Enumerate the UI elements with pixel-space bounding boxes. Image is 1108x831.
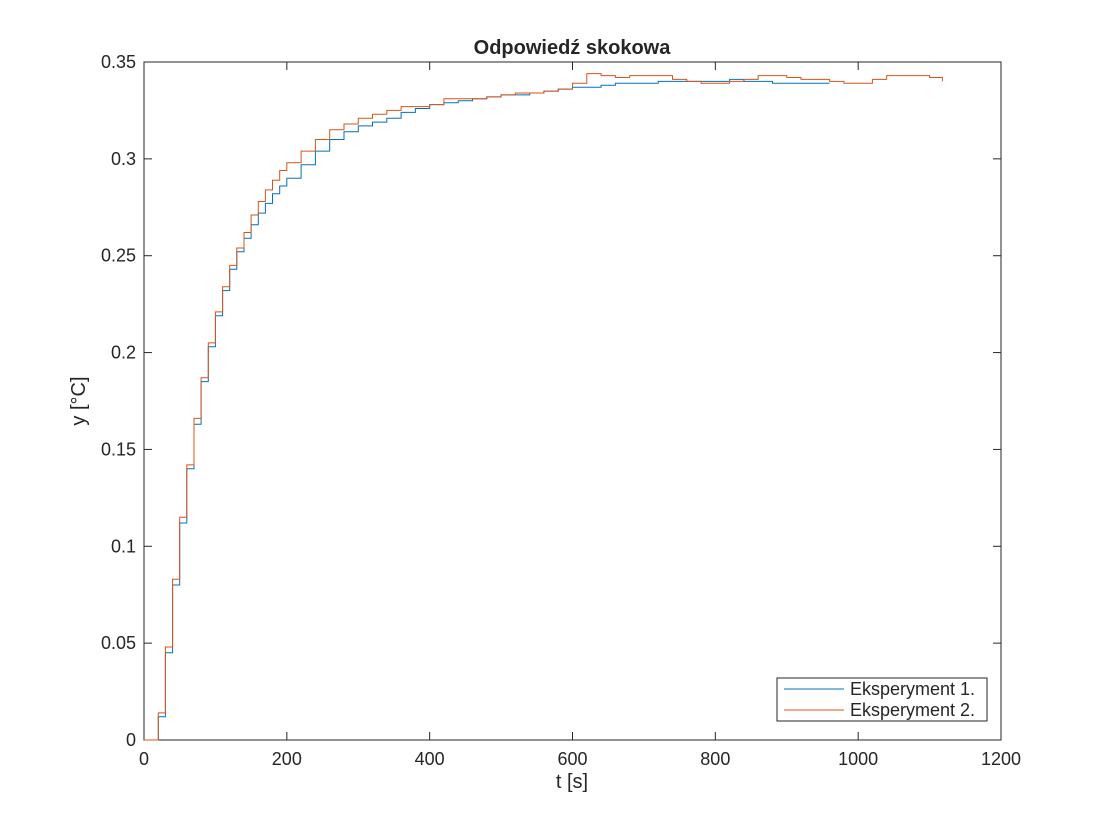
plot-area [143, 61, 1002, 741]
x-tick-label: 1000 [838, 749, 878, 769]
series-layer [144, 73, 943, 741]
y-tick-label: 0.3 [111, 149, 136, 169]
x-axis-label: t [s] [556, 771, 588, 793]
x-tick-label: 400 [415, 749, 445, 769]
y-tick-label: 0.2 [111, 343, 136, 363]
legend: Eksperyment 1. Eksperyment 2. [776, 677, 988, 722]
legend-label-series-1: Eksperyment 1. [850, 679, 975, 699]
x-tick-label: 800 [700, 749, 730, 769]
x-tick-label: 600 [557, 749, 587, 769]
legend-box [776, 677, 988, 722]
chart-title: Odpowiedź skokowa [474, 37, 672, 59]
legend-label-series-2: Eksperyment 2. [850, 700, 975, 720]
y-tick-label: 0.35 [101, 52, 136, 72]
x-axis: 0 200 400 600 800 1000 1200 [139, 62, 1021, 769]
y-axis: 0 0.05 0.1 0.15 0.2 0.25 0.3 0.35 [101, 52, 1001, 750]
y-tick-label: 0.05 [101, 633, 136, 653]
y-tick-label: 0.25 [101, 246, 136, 266]
y-tick-label: 0.15 [101, 439, 136, 459]
x-tick-label: 200 [272, 749, 302, 769]
x-tick-label: 1200 [981, 749, 1021, 769]
x-tick-label: 0 [139, 749, 149, 769]
series-line-2 [144, 73, 943, 741]
y-tick-label: 0.1 [111, 536, 136, 556]
y-tick-label: 0 [126, 730, 136, 750]
y-axis-label: y [°C] [68, 376, 90, 425]
